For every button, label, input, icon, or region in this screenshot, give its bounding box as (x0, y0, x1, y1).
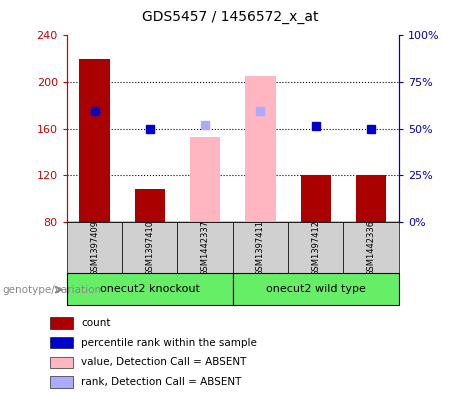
Text: GSM1397410: GSM1397410 (145, 220, 154, 275)
Text: genotype/variation: genotype/variation (2, 285, 101, 295)
Text: onecut2 knockout: onecut2 knockout (100, 284, 200, 294)
Bar (135, 189, 165, 222)
Bar (301, 175, 331, 222)
Bar (356, 175, 386, 222)
Bar (288, 222, 343, 273)
Bar (50, 376, 73, 388)
Bar (233, 273, 399, 305)
Text: GSM1442336: GSM1442336 (366, 220, 376, 275)
Bar (343, 222, 399, 273)
Text: onecut2 wild type: onecut2 wild type (266, 284, 366, 294)
Text: rank, Detection Call = ABSENT: rank, Detection Call = ABSENT (82, 377, 242, 387)
Text: GSM1397412: GSM1397412 (311, 220, 320, 275)
Text: GSM1397411: GSM1397411 (256, 220, 265, 275)
Text: percentile rank within the sample: percentile rank within the sample (82, 338, 257, 348)
Bar (122, 222, 177, 273)
Bar (67, 273, 233, 305)
Bar (50, 317, 73, 329)
Bar (50, 357, 73, 368)
Bar (245, 76, 276, 222)
Bar (50, 337, 73, 349)
Bar (67, 222, 122, 273)
Text: value, Detection Call = ABSENT: value, Detection Call = ABSENT (82, 358, 247, 367)
Text: count: count (82, 318, 111, 328)
Text: GDS5457 / 1456572_x_at: GDS5457 / 1456572_x_at (142, 10, 319, 24)
Bar (233, 222, 288, 273)
Text: GSM1397409: GSM1397409 (90, 220, 99, 275)
Text: GSM1442337: GSM1442337 (201, 220, 210, 275)
Bar (190, 137, 220, 222)
Bar (177, 222, 233, 273)
Bar (79, 59, 110, 222)
